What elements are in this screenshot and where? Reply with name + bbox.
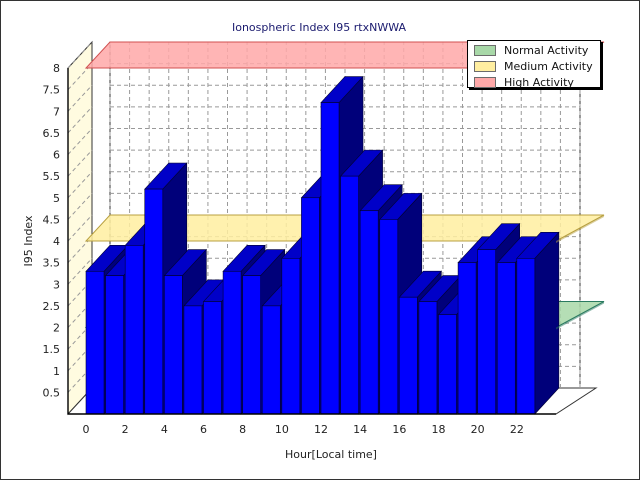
y-tick-label: 2 xyxy=(53,322,60,335)
x-tick-label: 16 xyxy=(392,423,406,436)
bar-front xyxy=(320,102,340,415)
y-tick-label: 1 xyxy=(53,365,60,378)
bar-front xyxy=(359,210,379,415)
legend-item-high: High Activity xyxy=(474,75,600,89)
bar-front xyxy=(379,219,399,415)
bar-front xyxy=(183,305,203,415)
y-tick-label: 5 xyxy=(53,192,60,205)
band-edge-1 xyxy=(556,215,604,243)
x-tick-label: 20 xyxy=(471,423,485,436)
band-edge-0 xyxy=(556,301,604,330)
bar-front xyxy=(85,270,105,415)
bar-front xyxy=(144,188,164,415)
x-tick-label: 18 xyxy=(432,423,446,436)
x-tick-labels: 0 2 4 6 8 10 12 14 16 18 20 22 xyxy=(83,423,524,436)
y-axis-label: I95 Index xyxy=(22,215,35,267)
x-tick-label: 0 xyxy=(83,423,90,436)
bar-front xyxy=(164,275,183,415)
y-tick-label: 7 xyxy=(53,105,60,118)
legend-swatch-normal xyxy=(474,44,496,56)
y-tick-label: 4.5 xyxy=(43,213,61,226)
bar-front xyxy=(477,249,496,415)
bar-front xyxy=(457,262,477,415)
legend: Normal Activity Medium Activity High Act… xyxy=(467,40,601,89)
bar-front xyxy=(516,257,536,415)
y-tick-label: 0.5 xyxy=(43,386,61,399)
bar-front xyxy=(242,275,261,415)
legend-item-normal: Normal Activity xyxy=(474,43,600,57)
grid-line-side xyxy=(67,171,93,199)
bar-front xyxy=(340,175,359,415)
x-tick-label: 12 xyxy=(314,423,328,436)
bar-front xyxy=(399,296,418,415)
activity-band-front-faces xyxy=(556,215,604,330)
legend-label-medium: Medium Activity xyxy=(504,59,593,73)
y-tick-label: 3 xyxy=(53,278,60,291)
y-tick-label: 1.5 xyxy=(43,343,61,356)
y-tick-label: 4 xyxy=(53,235,60,248)
y-tick-labels: 0.5 1 1.5 2 2.5 3 3.5 4 4.5 5 5.5 6 6.5 7 7.5 8 xyxy=(43,62,61,399)
grid-line-side xyxy=(67,214,93,242)
axes xyxy=(67,68,556,415)
bar-front xyxy=(105,275,124,415)
legend-item-medium: Medium Activity xyxy=(474,59,600,73)
grid-line-side xyxy=(67,41,93,69)
grid-line-side xyxy=(67,106,93,134)
y-tick-label: 6 xyxy=(53,149,60,162)
grid-line-side xyxy=(67,149,93,177)
x-tick-label: 10 xyxy=(275,423,289,436)
y-tick-label: 6.5 xyxy=(43,127,61,140)
chart-title: Ionospheric Index I95 rtxNWWA xyxy=(232,21,406,34)
legend-swatch-high xyxy=(474,76,496,88)
bars xyxy=(85,75,560,415)
x-tick-label: 8 xyxy=(239,423,246,436)
bar-front xyxy=(418,301,438,415)
bar xyxy=(516,231,560,415)
x-tick-label: 6 xyxy=(200,423,207,436)
bar-front xyxy=(438,314,457,415)
legend-label-normal: Normal Activity xyxy=(504,43,589,57)
x-tick-label: 22 xyxy=(510,423,524,436)
bar-front xyxy=(301,197,320,415)
grid-line-side xyxy=(67,128,93,155)
bar-front xyxy=(124,245,144,415)
bar-side xyxy=(534,231,560,415)
bar-front xyxy=(281,257,301,415)
grid-line-side xyxy=(67,84,93,112)
y-tick-label: 3.5 xyxy=(43,257,61,270)
legend-label-high: High Activity xyxy=(504,75,574,89)
y-tick-label: 5.5 xyxy=(43,170,61,183)
bar-front xyxy=(222,270,242,415)
legend-swatch-medium xyxy=(474,60,496,72)
bar-front xyxy=(496,262,516,415)
y-tick-label: 2.5 xyxy=(43,300,61,313)
x-tick-label: 14 xyxy=(353,423,367,436)
y-tick-label: 8 xyxy=(53,62,60,75)
grid-line-side xyxy=(67,193,93,220)
x-axis-label: Hour[Local time] xyxy=(285,448,377,461)
x-tick-label: 4 xyxy=(161,423,168,436)
bar-front xyxy=(261,305,281,415)
grid-line-side xyxy=(67,257,93,285)
y-tick-label: 7.5 xyxy=(43,84,61,97)
bar-front xyxy=(203,301,222,415)
x-tick-label: 2 xyxy=(122,423,129,436)
